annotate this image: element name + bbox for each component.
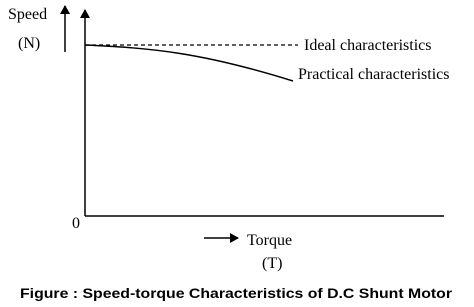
origin-label: 0 [72, 215, 80, 232]
practical-label: Practical characteristics [298, 66, 449, 83]
y-unit: (N) [18, 35, 40, 52]
x-unit: (T) [262, 255, 282, 272]
x-label: Torque [247, 232, 292, 249]
y-label: Speed [8, 6, 47, 23]
ideal-label: Ideal characteristics [304, 37, 431, 54]
practical-curve [84, 44, 294, 82]
caption: Figure : Speed-torque Characteristics of… [20, 285, 453, 301]
